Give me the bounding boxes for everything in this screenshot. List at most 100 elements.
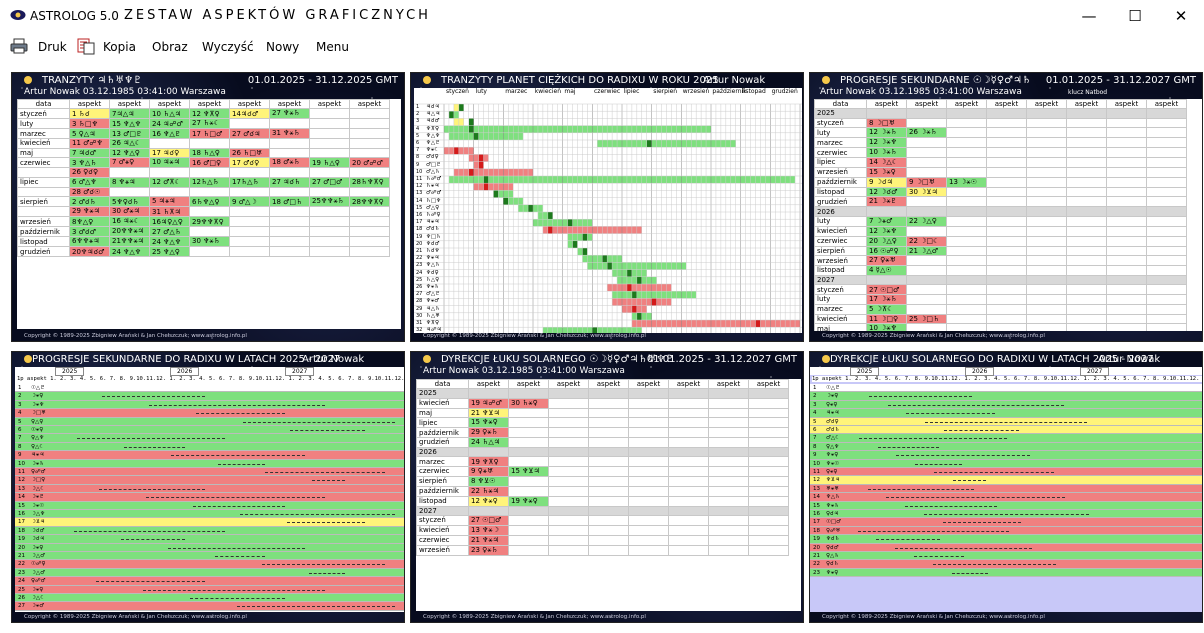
progressions-radix-panel[interactable]: PROGRESJE SEKUNDARNE DO RADIXU W LATACH … bbox=[11, 351, 405, 623]
aspect-cell[interactable]: 16 ♆△♇ bbox=[149, 128, 190, 139]
aspect-cell[interactable]: 2 ♂☌♄ bbox=[69, 196, 110, 208]
aspect-cell[interactable]: 25♆♆⚹♄ bbox=[309, 196, 350, 208]
aspect-cell[interactable]: 17 ☽⚹♄ bbox=[866, 293, 907, 305]
aspect-cell[interactable]: 13 ♂□♇ bbox=[109, 128, 150, 139]
aspect-cell[interactable]: 31 ♄⊼♃ bbox=[149, 206, 190, 218]
aspect-cell[interactable]: 18 ♂□♄ bbox=[269, 196, 310, 208]
aspect-cell[interactable]: 21 ☽△♂ bbox=[906, 245, 947, 257]
aspect-cell[interactable]: 27 ♀⚹♅ bbox=[866, 255, 907, 267]
aspect-cell[interactable]: 5♆♀☌♄ bbox=[109, 196, 150, 208]
aspect-cell[interactable]: 8 ☽□♅ bbox=[866, 117, 907, 129]
aspect-cell[interactable]: 27 ☉□♂ bbox=[866, 284, 907, 295]
aspect-cell[interactable]: 12♄△♄ bbox=[189, 176, 230, 188]
aspect-cell[interactable]: 17 ♂☌♀ bbox=[229, 157, 270, 169]
aspect-cell[interactable]: 20 ☽△♀ bbox=[866, 235, 907, 247]
aspect-cell[interactable]: 31 ♆⚹♄ bbox=[269, 128, 310, 139]
maximize-button[interactable]: ☐ bbox=[1128, 7, 1142, 25]
aspect-cell[interactable]: 13 ♆⚹☽ bbox=[468, 524, 509, 536]
aspect-cell[interactable]: 16 ☉☍♀ bbox=[866, 245, 907, 257]
aspect-cell[interactable]: 9 ♂△☽ bbox=[229, 196, 270, 208]
solar-arc-radix-panel[interactable]: DYREKCJE ŁUKU SOLARNEGO DO RADIXU W LATA… bbox=[809, 351, 1203, 623]
printer-icon[interactable] bbox=[10, 38, 28, 54]
aspect-cell[interactable]: 24 ♄△♃ bbox=[468, 437, 509, 448]
aspect-cell[interactable]: 5 ☽⊼☾ bbox=[866, 303, 907, 315]
aspect-cell[interactable]: 22 ♄⚹♃ bbox=[468, 485, 509, 497]
aspect-cell[interactable]: 14♃☌♂ bbox=[229, 108, 270, 119]
aspect-cell[interactable]: 18 ♂⚹♄ bbox=[269, 157, 310, 169]
aspect-cell[interactable]: 12 ♆△♀ bbox=[109, 147, 150, 159]
aspect-cell[interactable]: 10 ☽⚹♄ bbox=[866, 147, 907, 159]
aspect-cell[interactable]: 16♃♀△♀ bbox=[149, 216, 190, 228]
aspect-cell[interactable]: 12 ☽⚹♆ bbox=[866, 137, 907, 149]
aspect-cell[interactable]: 25 ☽□♄ bbox=[906, 313, 947, 325]
aspect-cell[interactable]: 6 ♂△♆ bbox=[69, 176, 110, 188]
aspect-cell[interactable]: 10 ☽⚹♆ bbox=[866, 323, 907, 331]
aspect-cell[interactable]: 23 ♀⚹♄ bbox=[468, 544, 509, 556]
aspect-cell[interactable]: 6♆♆⚹♃ bbox=[69, 236, 110, 248]
menu-image[interactable]: Obraz bbox=[152, 40, 188, 54]
aspect-cell[interactable]: 12 ♆⚹♀ bbox=[468, 495, 509, 507]
aspect-cell[interactable]: 28♄♆⊼♀ bbox=[349, 176, 390, 188]
aspect-cell[interactable]: 7 ♂⚹♀ bbox=[109, 157, 150, 169]
aspect-cell[interactable]: 13 ☽⚹☉ bbox=[946, 176, 987, 188]
aspect-cell[interactable]: 12 ☽⚹♆ bbox=[866, 225, 907, 237]
aspect-cell[interactable]: 21♆♆⚹♃ bbox=[109, 236, 150, 248]
aspect-cell[interactable]: 26 ♄□♅ bbox=[229, 147, 270, 159]
aspect-cell[interactable]: 15 ♆⊻♃ bbox=[508, 465, 549, 477]
aspect-cell[interactable]: 16 ♃⚹☾ bbox=[109, 216, 150, 228]
aspect-cell[interactable]: 20♆♃☌♂ bbox=[69, 246, 110, 257]
aspect-cell[interactable]: 22 ☽△♀ bbox=[906, 215, 947, 227]
aspect-cell[interactable]: 11 ♂☍♆ bbox=[69, 138, 110, 149]
aspect-cell[interactable]: 27 ♂□♂ bbox=[309, 176, 350, 188]
aspect-cell[interactable]: 26 ♃△☾ bbox=[109, 138, 150, 149]
aspect-cell[interactable]: 14 ☽△☾ bbox=[866, 157, 907, 168]
aspect-cell[interactable]: 7♃△♃ bbox=[109, 108, 150, 119]
aspect-cell[interactable]: 22 ☽□☾ bbox=[906, 235, 947, 247]
aspect-cell[interactable]: 9 ♀⚹♅ bbox=[468, 465, 509, 477]
aspect-cell[interactable]: 27 ♄⚹☾ bbox=[189, 118, 230, 129]
aspect-cell[interactable]: 19 ♃☍♂ bbox=[468, 397, 509, 409]
aspect-cell[interactable]: 20 ♂☍♂ bbox=[349, 157, 390, 169]
aspect-cell[interactable]: 1 ♄☌ bbox=[69, 108, 110, 119]
aspect-cell[interactable]: 27 ☉□♂ bbox=[468, 515, 509, 526]
solar-arc-panel[interactable]: DYREKCJE ŁUKU SOLARNEGO ☉☽☿♀♂♃♄♅♆♇ 01.01… bbox=[410, 351, 804, 623]
close-button[interactable]: ✕ bbox=[1174, 7, 1188, 25]
aspect-cell[interactable]: 18 ♄△♀ bbox=[189, 147, 230, 159]
aspect-cell[interactable]: 29 ♀⚹♄ bbox=[468, 427, 509, 439]
aspect-cell[interactable]: 28♆♆⊼♀ bbox=[349, 196, 390, 208]
aspect-cell[interactable]: 17♄△♄ bbox=[229, 176, 270, 188]
aspect-cell[interactable]: 8♆△♀ bbox=[69, 216, 110, 228]
aspect-cell[interactable]: 25 ♆△♀ bbox=[149, 246, 190, 257]
aspect-cell[interactable]: 4 ☿△☉ bbox=[866, 265, 907, 276]
aspect-cell[interactable]: 6♄♆△♀ bbox=[189, 196, 230, 208]
aspect-cell[interactable]: 15 ♆△♆ bbox=[109, 118, 150, 129]
aspect-cell[interactable]: 5 ♀△♃ bbox=[69, 128, 110, 139]
aspect-cell[interactable]: 30 ♂⚹♃ bbox=[109, 206, 150, 218]
aspect-cell[interactable]: 9 ☽☌♃ bbox=[866, 176, 907, 188]
aspect-cell[interactable]: 5 ♃⚹♃ bbox=[149, 196, 190, 208]
aspect-cell[interactable]: 12 ♂⊼☾ bbox=[149, 176, 190, 188]
copy-icon[interactable] bbox=[77, 38, 95, 55]
aspect-cell[interactable]: 27 ♂△♄ bbox=[149, 226, 190, 238]
transits-panel[interactable]: TRANZYTY ♃♄♅♆♇ 01.01.2025 - 31.12.2025 G… bbox=[11, 72, 405, 342]
aspect-cell[interactable]: 19 ♄△♀ bbox=[309, 157, 350, 169]
aspect-cell[interactable]: 24 ♃☍♂ bbox=[149, 118, 190, 129]
aspect-cell[interactable]: 17 ♃☌♀ bbox=[149, 147, 190, 159]
aspect-cell[interactable]: 8 ♆⊻☉ bbox=[468, 475, 509, 487]
aspect-cell[interactable]: 21 ♆⚹♃ bbox=[468, 534, 509, 546]
progressions-panel[interactable]: PROGRESJE SEKUNDARNE ☉☽☿♀♂♃♄ 01.01.2025 … bbox=[809, 72, 1203, 342]
aspect-cell[interactable]: 29 ♆⚹♃ bbox=[69, 206, 110, 218]
aspect-cell[interactable]: 30 ♆⚹♄ bbox=[189, 236, 230, 248]
aspect-cell[interactable]: 29♆♆⊼♀ bbox=[189, 216, 230, 228]
menu-print[interactable]: Druk bbox=[38, 40, 67, 54]
aspect-cell[interactable]: 21 ☽⚹♇ bbox=[866, 196, 907, 208]
aspect-cell[interactable]: 30 ☽⊻♃ bbox=[906, 186, 947, 198]
aspect-cell[interactable]: 24 ♆△♆ bbox=[149, 236, 190, 248]
aspect-cell[interactable]: 7 ♃☌♂ bbox=[69, 147, 110, 159]
aspect-cell[interactable]: 11 ☽□♀ bbox=[866, 313, 907, 325]
aspect-cell[interactable]: 10 ♄△♃ bbox=[149, 108, 190, 119]
aspect-cell[interactable]: 3 ♄□♆ bbox=[69, 118, 110, 129]
aspect-cell[interactable]: 3 ♂☌♂ bbox=[69, 226, 110, 238]
aspect-cell[interactable]: 16 ♂□♀ bbox=[189, 157, 230, 169]
aspect-cell[interactable]: 12 ☽☌♂ bbox=[866, 186, 907, 198]
